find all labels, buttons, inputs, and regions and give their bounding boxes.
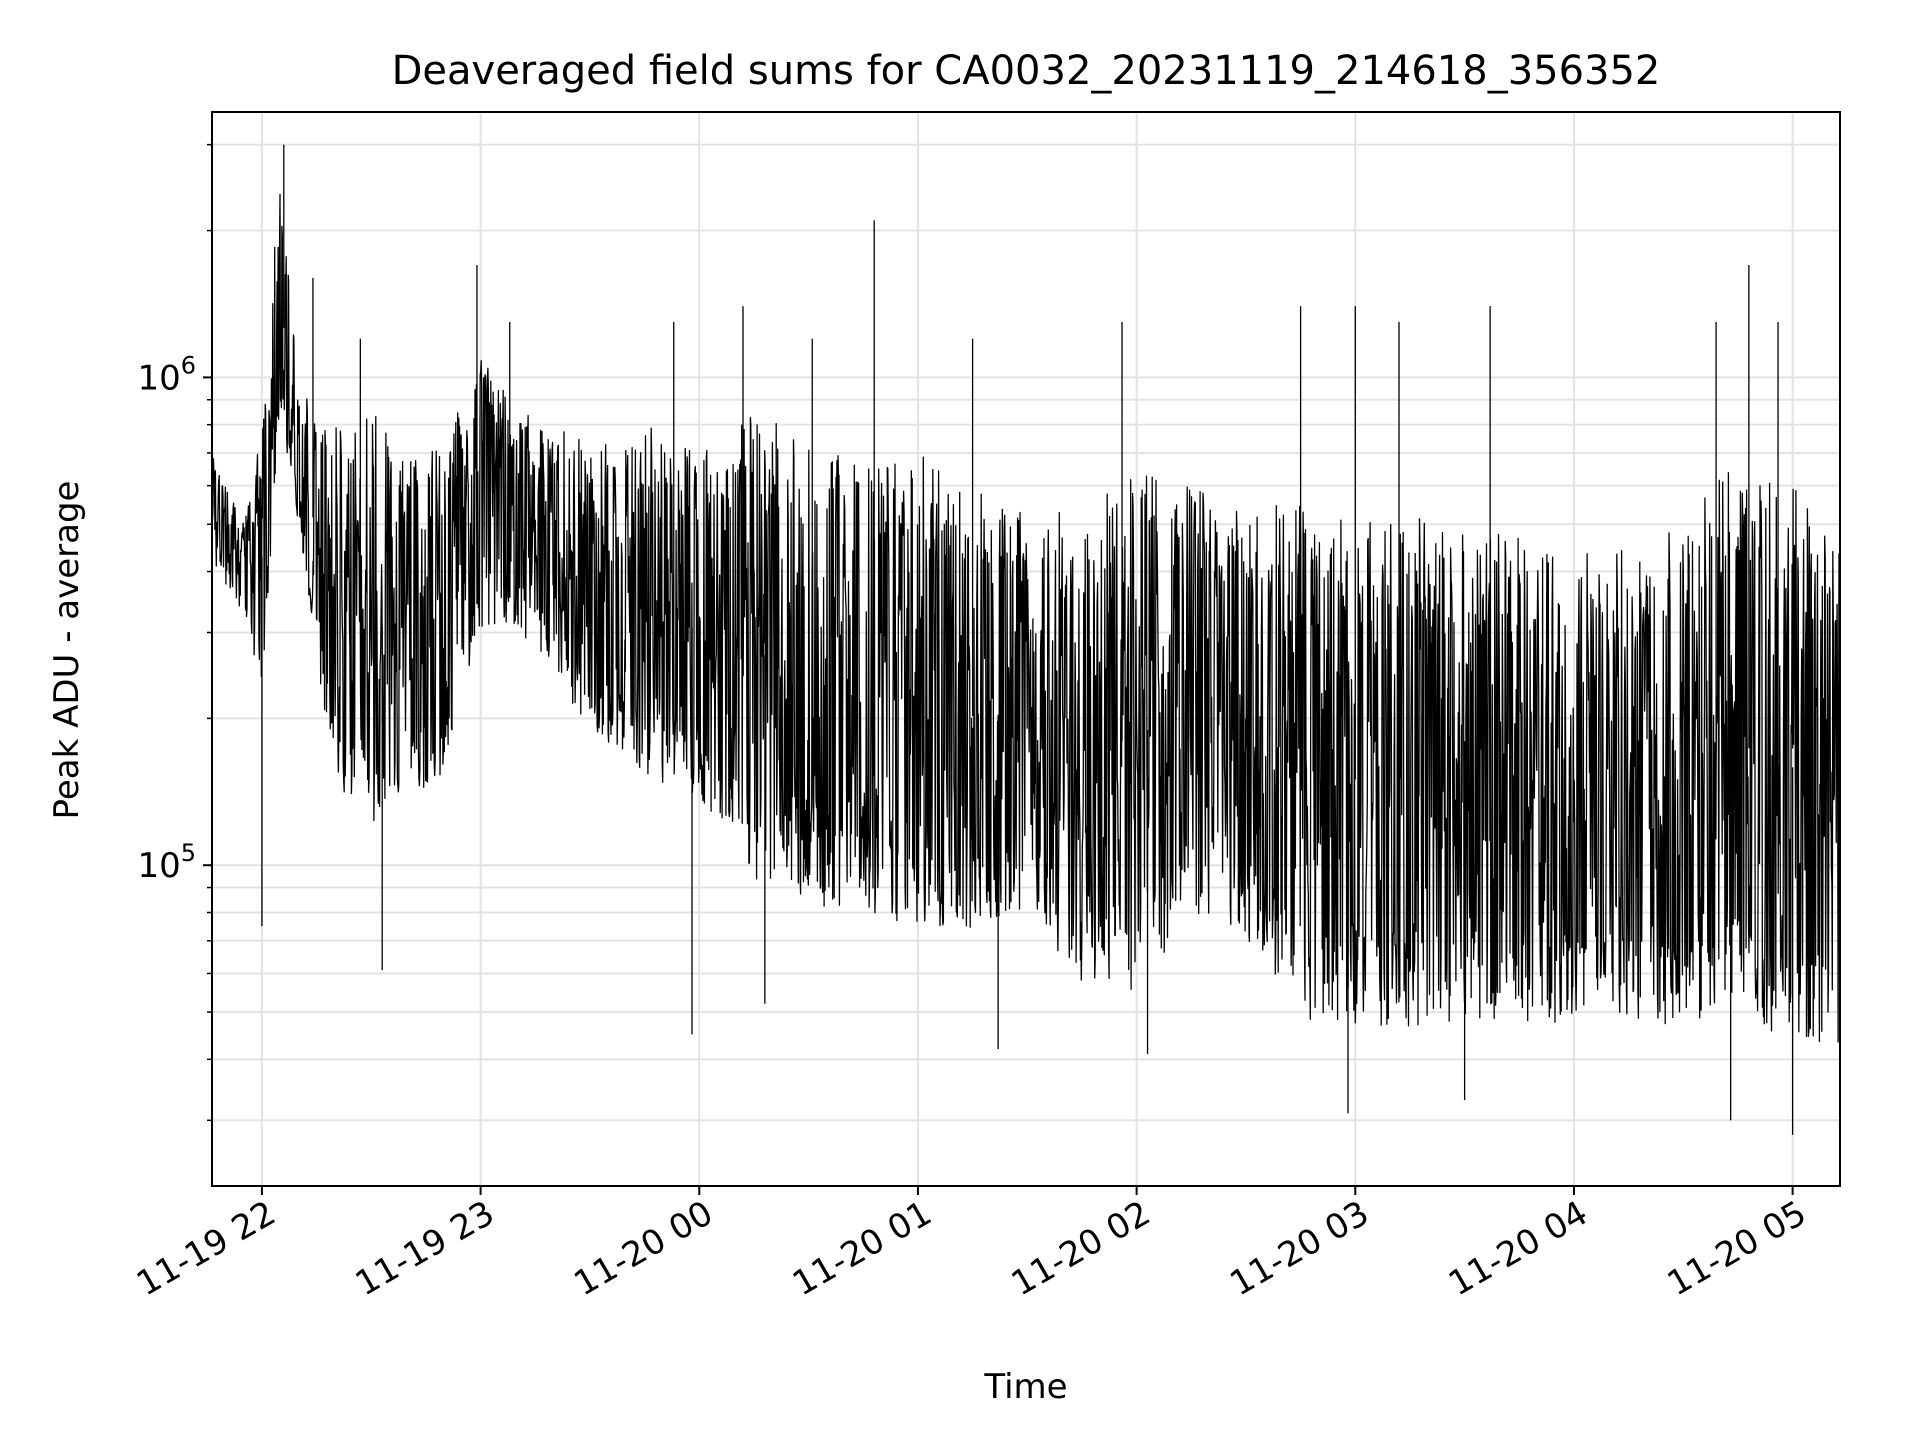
y-tick-label: 106 [137,351,196,398]
x-axis-label: Time [983,1367,1067,1407]
y-axis-label: Peak ADU - average [47,481,87,820]
series-line [211,193,1841,1043]
series-layer [211,144,1841,1135]
plot-frame [211,111,1841,1187]
y-tick-label: 105 [137,839,196,886]
chart-title: Deaveraged field sums for CA0032_2023111… [392,48,1661,94]
